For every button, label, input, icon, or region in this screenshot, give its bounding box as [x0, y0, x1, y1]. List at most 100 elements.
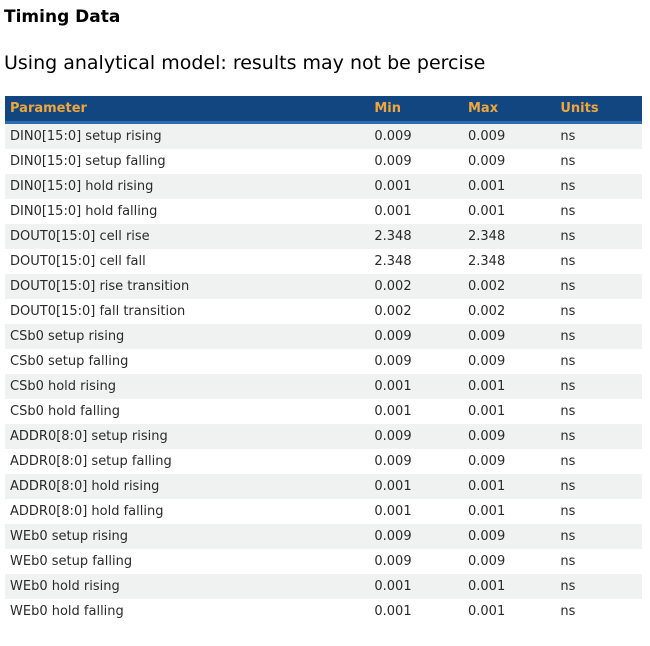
- cell-max: 0.001: [463, 374, 556, 400]
- cell-parameter: WEb0 hold rising: [5, 574, 370, 600]
- cell-min: 0.001: [369, 574, 463, 600]
- cell-max: 0.001: [463, 474, 556, 500]
- cell-min: 0.002: [369, 274, 463, 300]
- table-row: CSb0 setup rising 0.009 0.009 ns: [5, 324, 642, 350]
- cell-max: 0.009: [463, 324, 556, 350]
- cell-units: ns: [555, 224, 642, 250]
- cell-units: ns: [560, 354, 576, 370]
- cell-min: 0.009: [374, 154, 412, 170]
- table-row: WEb0 setup falling 0.009 0.009 ns: [5, 549, 642, 574]
- cell-max: 0.009: [468, 154, 506, 170]
- page-subtitle: Using analytical model: results may not …: [4, 52, 486, 75]
- table-row: DOUT0[15:0] rise transition 0.002 0.002 ns: [5, 274, 642, 300]
- cell-min: 0.001: [369, 374, 463, 400]
- cell-parameter: CSb0 setup rising: [5, 324, 370, 350]
- page-title: Timing Data: [4, 7, 121, 27]
- table-row: DIN0[15:0] hold rising 0.001 0.001 ns: [5, 174, 642, 200]
- cell-min: 0.001: [369, 474, 463, 500]
- cell-units: ns: [560, 454, 576, 470]
- cell-parameter: ADDR0[8:0] setup rising: [5, 424, 370, 450]
- table-row: ADDR0[8:0] hold rising 0.001 0.001 ns: [5, 474, 642, 500]
- cell-min: 0.009: [369, 122, 463, 150]
- cell-max: 0.009: [468, 354, 506, 370]
- cell-units: ns: [555, 324, 642, 350]
- cell-min: 2.348: [369, 224, 463, 250]
- table-row: WEb0 hold falling 0.001 0.001 ns: [5, 599, 642, 624]
- cell-min: 0.009: [369, 424, 463, 450]
- cell-units: ns: [560, 304, 576, 320]
- cell-max: 0.001: [468, 204, 506, 220]
- table-row: CSb0 hold rising 0.001 0.001 ns: [5, 374, 642, 400]
- cell-min: 0.009: [374, 354, 412, 370]
- cell-max: 0.009: [463, 122, 556, 150]
- cell-units: ns: [555, 574, 642, 600]
- cell-max: 0.009: [468, 454, 506, 470]
- cell-parameter: WEb0 setup rising: [5, 524, 370, 550]
- cell-max: 0.001: [468, 604, 506, 620]
- cell-parameter: ADDR0[8:0] setup falling: [10, 454, 172, 470]
- cell-parameter: CSb0 hold falling: [10, 404, 121, 420]
- table-row: WEb0 hold rising 0.001 0.001 ns: [5, 574, 642, 600]
- column-header-max: Max: [463, 96, 556, 125]
- table-row: WEb0 setup rising 0.009 0.009 ns: [5, 524, 642, 550]
- cell-units: ns: [560, 604, 576, 620]
- cell-parameter: WEb0 setup falling: [10, 554, 133, 570]
- cell-units: ns: [555, 474, 642, 500]
- cell-parameter: DIN0[15:0] setup falling: [10, 154, 166, 170]
- cell-parameter: DOUT0[15:0] rise transition: [5, 274, 370, 300]
- cell-max: 0.002: [468, 304, 506, 320]
- cell-units: ns: [555, 122, 642, 150]
- table-row: DOUT0[15:0] cell fall 2.348 2.348 ns: [5, 249, 642, 274]
- table-row: ADDR0[8:0] hold falling 0.001 0.001 ns: [5, 499, 642, 524]
- cell-min: 0.009: [374, 454, 412, 470]
- cell-units: ns: [555, 174, 642, 200]
- cell-units: ns: [560, 204, 576, 220]
- cell-max: 0.009: [463, 424, 556, 450]
- cell-max: 0.009: [468, 554, 506, 570]
- timing-data-table: Parameter Min Max Units DIN0[15:0] setup…: [5, 96, 642, 624]
- table-row: DOUT0[15:0] cell rise 2.348 2.348 ns: [5, 224, 642, 250]
- cell-parameter: CSb0 hold rising: [5, 374, 370, 400]
- table-row: CSb0 setup falling 0.009 0.009 ns: [5, 349, 642, 374]
- cell-max: 0.002: [463, 274, 556, 300]
- cell-max: 2.348: [468, 254, 506, 270]
- cell-parameter: CSb0 setup falling: [10, 354, 129, 370]
- table-row: ADDR0[8:0] setup rising 0.009 0.009 ns: [5, 424, 642, 450]
- cell-max: 0.001: [468, 504, 506, 520]
- table-row: ADDR0[8:0] setup falling 0.009 0.009 ns: [5, 449, 642, 474]
- cell-units: ns: [555, 424, 642, 450]
- table-row: DOUT0[15:0] fall transition 0.002 0.002 ns: [5, 299, 642, 324]
- table-header: Parameter Min Max Units: [5, 96, 642, 125]
- cell-max: 0.001: [463, 174, 556, 200]
- cell-min: 0.001: [374, 404, 412, 420]
- table-header-row: Parameter Min Max Units: [5, 96, 642, 125]
- cell-parameter: DIN0[15:0] hold rising: [5, 174, 370, 200]
- column-header-parameter: Parameter: [5, 96, 370, 125]
- table-row: CSb0 hold falling 0.001 0.001 ns: [5, 399, 642, 424]
- cell-units: ns: [560, 504, 576, 520]
- cell-max: 0.001: [463, 574, 556, 600]
- cell-units: ns: [560, 254, 576, 270]
- cell-max: 0.001: [468, 404, 506, 420]
- cell-parameter: ADDR0[8:0] hold falling: [10, 504, 164, 520]
- cell-units: ns: [555, 524, 642, 550]
- column-header-units: Units: [555, 96, 642, 125]
- cell-min: 0.001: [374, 604, 412, 620]
- cell-parameter: DOUT0[15:0] fall transition: [10, 304, 186, 320]
- column-header-min: Min: [369, 96, 463, 125]
- cell-parameter: DIN0[15:0] hold falling: [10, 204, 158, 220]
- table-row: DIN0[15:0] hold falling 0.001 0.001 ns: [5, 199, 642, 224]
- cell-parameter: WEb0 hold falling: [10, 604, 124, 620]
- cell-min: 0.001: [374, 204, 412, 220]
- cell-units: ns: [560, 154, 576, 170]
- cell-units: ns: [555, 374, 642, 400]
- cell-parameter: DOUT0[15:0] cell fall: [10, 254, 146, 270]
- cell-units: ns: [560, 554, 576, 570]
- cell-min: 0.009: [369, 324, 463, 350]
- cell-min: 0.009: [369, 524, 463, 550]
- cell-parameter: DIN0[15:0] setup rising: [5, 122, 370, 150]
- table-body: DIN0[15:0] setup rising 0.009 0.009 ns DIN0[…: [5, 122, 642, 625]
- cell-max: 0.009: [463, 524, 556, 550]
- table-row: DIN0[15:0] setup falling 0.009 0.009 ns: [5, 149, 642, 174]
- cell-min: 0.002: [374, 304, 412, 320]
